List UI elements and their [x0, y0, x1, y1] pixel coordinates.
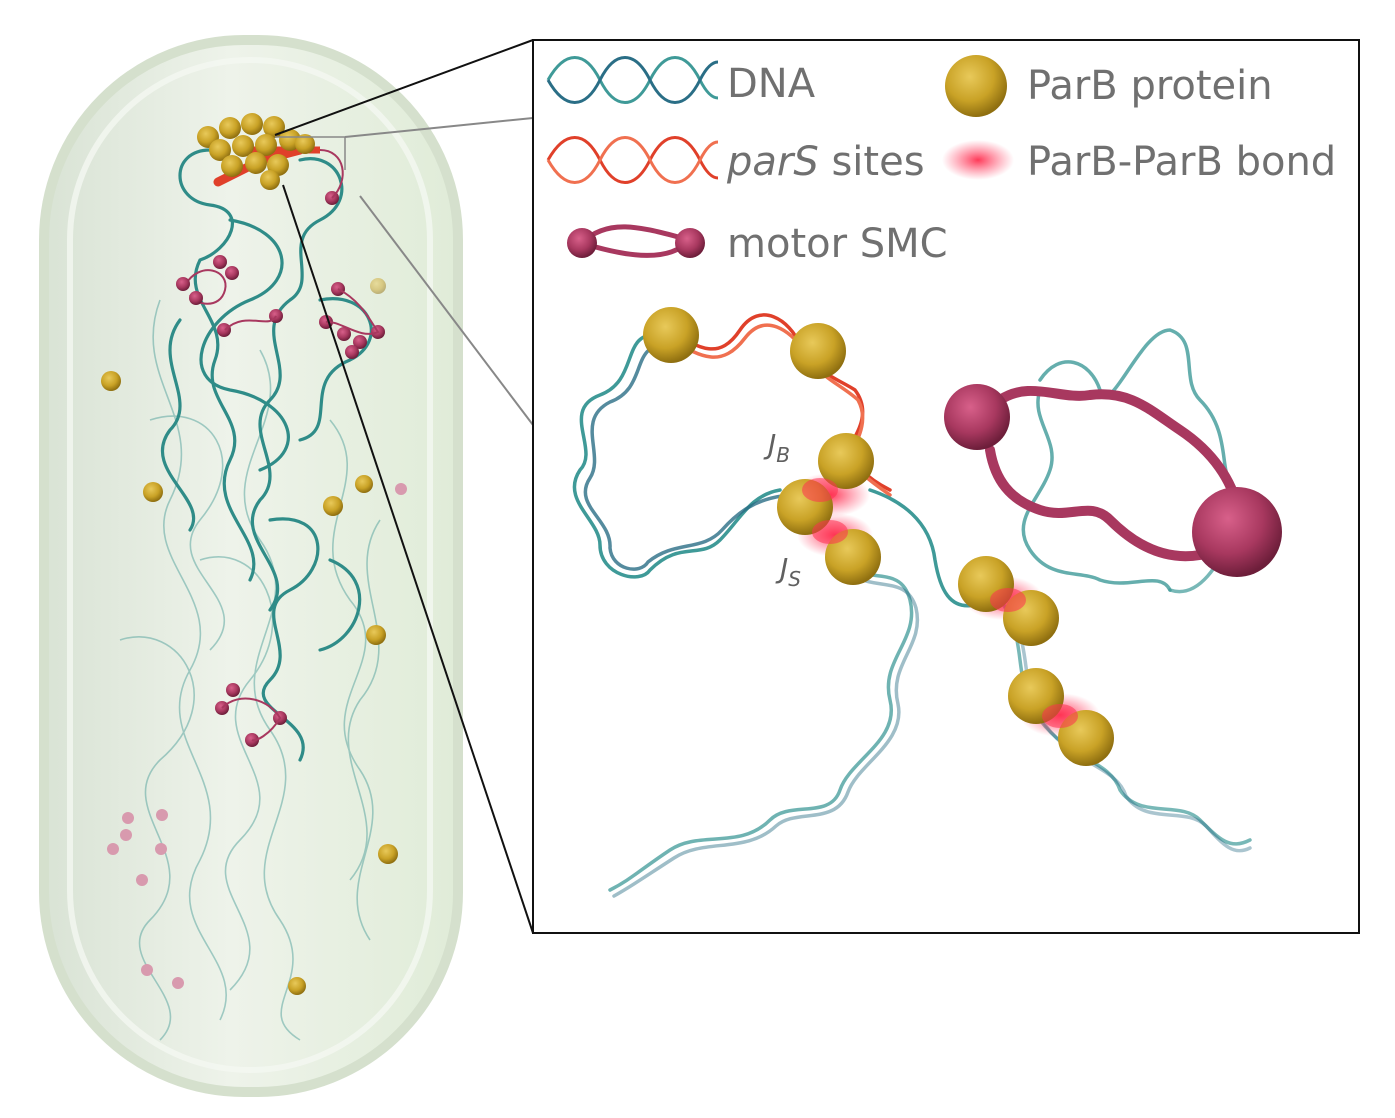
smc-head [213, 255, 227, 269]
parb-cluster-bead [295, 134, 315, 154]
legend-bond-label: ParB-ParB bond [1027, 139, 1336, 185]
zoom-panel-frame [532, 39, 1360, 934]
smc-head-large [1192, 487, 1282, 577]
parb-bond-overlay [802, 478, 838, 502]
bacterial-cell [39, 35, 534, 1097]
chromosome-main [160, 148, 373, 762]
smc-head [345, 345, 359, 359]
smc-head [176, 277, 190, 291]
smc-head-faint [172, 977, 184, 989]
parb-cluster-bead [209, 139, 231, 161]
cell-smc-clusters [107, 149, 407, 989]
smc-head [189, 291, 203, 305]
parb-cluster-bead [232, 135, 254, 157]
smc-icon [567, 228, 597, 258]
legend-dna-label: DNA [727, 61, 816, 107]
parb-cluster-bead [245, 152, 267, 174]
smc-coil [995, 385, 1245, 525]
smc-head-faint [156, 809, 168, 821]
smc-head [337, 327, 351, 341]
zoom-line-bottom [282, 184, 534, 934]
legend-parb-label: ParB protein [1027, 63, 1273, 109]
smc-icon [675, 228, 705, 258]
cell-inner-highlight [67, 57, 433, 1073]
parb-bead [825, 529, 881, 585]
smc-loop [325, 288, 380, 335]
smc-head-faint [155, 843, 167, 855]
parb-cluster-bead [260, 170, 280, 190]
parb-cluster-bead [255, 134, 277, 156]
smc-head [217, 323, 231, 337]
smc-head [226, 683, 240, 697]
parb-dot [355, 475, 373, 493]
chromosome-faint [119, 299, 381, 1041]
panel-smc-motor [944, 384, 1282, 577]
cell-parb-dots [101, 278, 398, 995]
parb-bead [818, 433, 874, 489]
parb-dot [323, 496, 343, 516]
smc-head-large [944, 384, 1010, 450]
parb-dot [370, 278, 386, 294]
zoom-callout-lines [274, 39, 534, 934]
zoom-line-gray-bottom [359, 195, 534, 426]
smc-head-faint [141, 964, 153, 976]
parb-dot [288, 977, 306, 995]
legend-smc-label: motor SMC [727, 221, 948, 267]
smc-head [225, 266, 239, 280]
legend-smc-swatch [567, 224, 705, 258]
parb-bond-overlay [1042, 704, 1078, 728]
smc-loop [224, 315, 277, 331]
parb-cluster-bead [241, 113, 263, 135]
zoom-line-gray-top [344, 117, 534, 138]
legend-dna-swatch [546, 56, 719, 104]
zoom-line-top [274, 39, 534, 136]
panel-parb-beads [643, 307, 1114, 766]
pole-parb-cluster [197, 113, 320, 190]
parb-bond-overlay [990, 588, 1026, 612]
legend-pars-swatch [546, 136, 719, 184]
smc-head-faint [395, 483, 407, 495]
smc-head-faint [122, 812, 134, 824]
smc-head-faint [107, 843, 119, 855]
smc-loop [221, 697, 282, 742]
legend: DNA parS sites motor SMC ParB protein Pa… [546, 55, 1336, 267]
parb-dot [366, 625, 386, 645]
cell-membrane [39, 35, 463, 1097]
parb-bond-overlay [812, 520, 848, 544]
parb-dot [143, 482, 163, 502]
parb-dot [101, 371, 121, 391]
smc-head-faint [136, 874, 148, 886]
smc-head-faint [120, 829, 132, 841]
zoom-illustration: JB JS [572, 307, 1282, 898]
parb-protein-icon [945, 55, 1007, 117]
zoom-panel: DNA parS sites motor SMC ParB protein Pa… [532, 39, 1360, 934]
parb-bead [790, 323, 846, 379]
parb-bead [643, 307, 699, 363]
parb-cluster-bead [221, 155, 243, 177]
zoom-box [275, 136, 346, 170]
smc-head [353, 335, 367, 349]
parb-dot [378, 844, 398, 864]
smc-loop [319, 149, 344, 199]
parb-bond-icon [942, 140, 1014, 180]
parb-cluster-bead [219, 117, 241, 139]
legend-pars-label: parS sites [726, 139, 925, 185]
